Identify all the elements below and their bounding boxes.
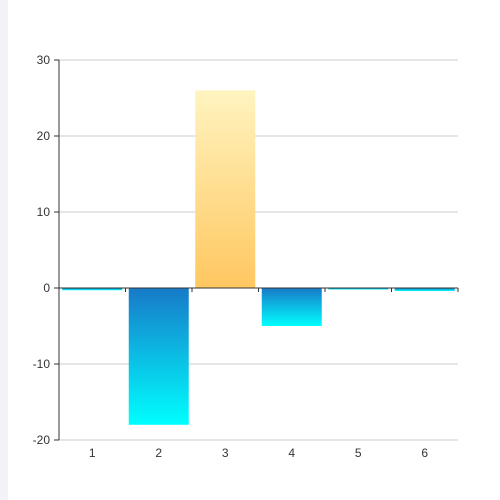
bars [62, 90, 455, 425]
y-tick-label: -20 [33, 433, 51, 447]
bar-2[interactable] [128, 288, 189, 425]
bar-4[interactable] [261, 288, 322, 326]
bar-1[interactable] [62, 288, 123, 291]
x-tick-label: 5 [355, 446, 362, 460]
x-tick-label: 1 [89, 446, 96, 460]
y-tick-label: 10 [37, 205, 51, 219]
x-tick-label: 4 [288, 446, 295, 460]
axes [54, 59, 459, 441]
y-tick-label: -10 [33, 357, 51, 371]
x-tick-label: 6 [421, 446, 428, 460]
x-tick-label: 3 [222, 446, 229, 460]
grid-lines [59, 59, 458, 441]
y-tick-label: 30 [37, 53, 51, 67]
y-tick-labels: 30 20 10 0 -10 -20 [33, 53, 51, 447]
y-tick-label: 20 [37, 129, 51, 143]
x-tick-label: 2 [155, 446, 162, 460]
bar-6[interactable] [394, 288, 455, 292]
bar-3[interactable] [195, 90, 256, 289]
left-sidebar-strip [0, 0, 8, 500]
bar-5[interactable] [328, 288, 389, 290]
x-tick-labels: 1 2 3 4 5 6 [89, 446, 429, 460]
y-tick-label: 0 [43, 281, 50, 295]
